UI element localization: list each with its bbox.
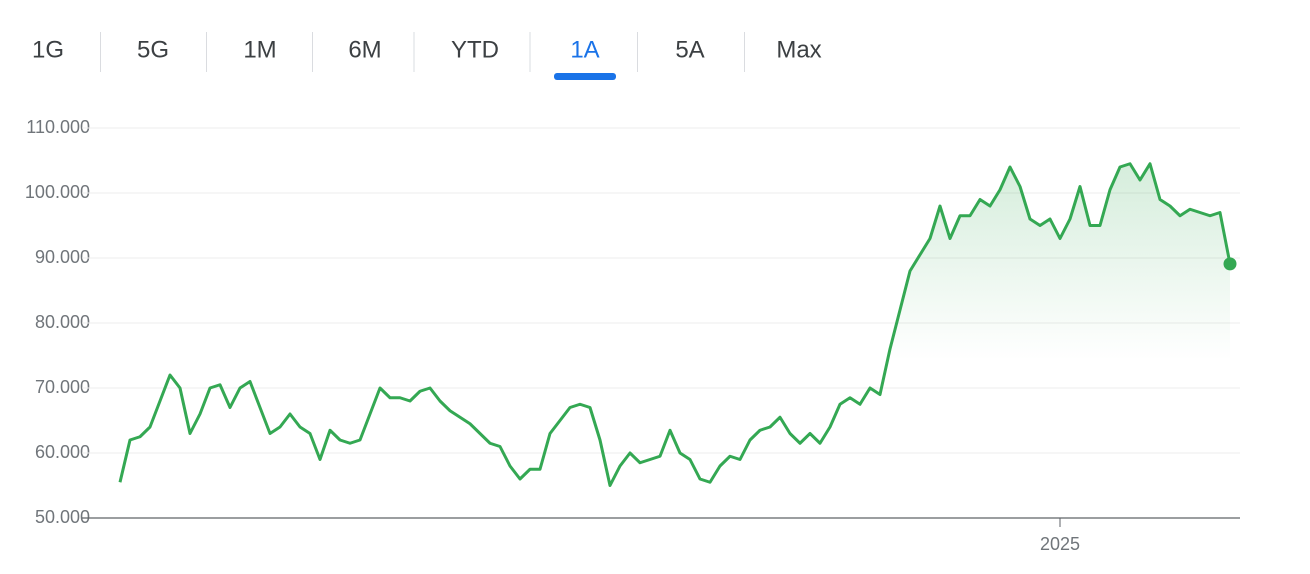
active-tab-indicator <box>554 73 616 80</box>
range-tab[interactable]: Max <box>776 36 821 63</box>
range-tab[interactable]: 1A <box>570 36 599 63</box>
x-tick-label: 2025 <box>1040 534 1080 554</box>
last-point <box>1223 257 1237 271</box>
y-tick-label: 50.000 <box>35 507 90 527</box>
range-tab[interactable]: 5G <box>137 36 169 63</box>
range-tab[interactable]: YTD <box>451 36 499 63</box>
y-tick-label: 100.000 <box>25 182 90 202</box>
price-line <box>118 162 1232 487</box>
area-fill <box>120 163 1230 518</box>
range-tab[interactable]: 6M <box>348 36 381 63</box>
y-tick-label: 60.000 <box>35 442 90 462</box>
y-tick-label: 80.000 <box>35 312 90 332</box>
range-tab[interactable]: 5A <box>675 36 704 63</box>
range-tab[interactable]: 1G <box>32 36 64 63</box>
range-tab[interactable]: 1M <box>243 36 276 63</box>
y-tick-label: 70.000 <box>35 377 90 397</box>
y-tick-label: 110.000 <box>26 117 90 137</box>
y-tick-label: 90.000 <box>35 247 90 267</box>
